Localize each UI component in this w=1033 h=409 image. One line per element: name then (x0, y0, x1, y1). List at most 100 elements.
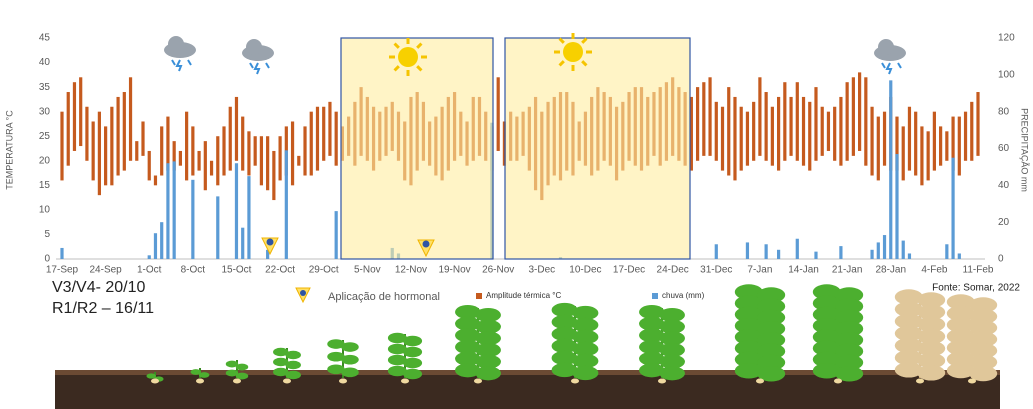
temperature-bar (135, 141, 138, 161)
rain-bar (908, 253, 911, 259)
temperature-bar (765, 92, 768, 161)
rain-bar (160, 222, 163, 259)
temperature-bar (771, 107, 774, 166)
temperature-bar (789, 97, 792, 156)
temperature-bar (864, 77, 867, 165)
rain-bar (902, 241, 905, 259)
plant-leaf (146, 373, 156, 378)
temperature-bar (733, 97, 736, 180)
stage-note: V3/V4- 20/10 (52, 279, 146, 296)
plant-leaf (572, 366, 598, 380)
temperature-bar (328, 102, 331, 156)
rain-bar (715, 244, 718, 259)
y-tick-label: 20 (39, 155, 51, 166)
temperature-bar (67, 92, 70, 166)
rain-bar (883, 235, 886, 259)
plant-seed (474, 379, 482, 384)
x-tick-label: 24-Sep (89, 265, 122, 276)
x-tick-label: 11-Feb (963, 265, 994, 276)
y-tick-label: 30 (39, 106, 51, 117)
rain-bar (235, 163, 238, 259)
plant-seed (571, 379, 579, 384)
temperature-bar (310, 112, 313, 176)
y2-tick-label: 20 (998, 217, 1010, 228)
temperature-bar (870, 107, 873, 176)
temperature-bar (110, 107, 113, 186)
temperature-bar (839, 97, 842, 166)
plant-leaf (341, 368, 359, 378)
temperature-bar (702, 82, 705, 156)
temperature-bar (758, 77, 761, 156)
temperature-bar (92, 121, 95, 180)
temperature-bar (222, 126, 225, 175)
rain-bar (870, 250, 873, 259)
temperature-bar (727, 87, 730, 175)
plant-leaf (285, 361, 301, 370)
rain-bar (335, 211, 338, 259)
rain-bar (958, 253, 961, 259)
rain-bar (945, 244, 948, 259)
rain-bar (877, 242, 880, 259)
x-tick-label: 17-Dec (613, 265, 645, 276)
highlight-period (341, 38, 493, 259)
x-tick-label: 4-Feb (921, 265, 948, 276)
temperature-bar (85, 107, 88, 161)
y2-tick-label: 120 (998, 33, 1015, 44)
cloud-icon (242, 39, 274, 74)
temperature-bar (235, 97, 238, 161)
temperature-bar (322, 107, 325, 161)
temperature-bar (696, 87, 699, 161)
temperature-bar (297, 156, 300, 166)
temperature-bar (808, 102, 811, 171)
plant-leaf (341, 355, 359, 365)
plant-seed (968, 379, 976, 384)
sun-icon (554, 33, 592, 71)
rain-bar (285, 150, 288, 259)
x-tick-label: 3-Dec (528, 265, 555, 276)
temperature-bar (316, 107, 319, 171)
x-tick-label: 8-Oct (181, 265, 206, 276)
temperature-bar (73, 82, 76, 151)
y2-tick-label: 60 (998, 143, 1010, 154)
rain-bar (777, 250, 780, 259)
temperature-bar (185, 112, 188, 181)
temperature-bar (877, 117, 880, 181)
rain-bar (247, 176, 250, 259)
plant-seed (756, 379, 764, 384)
temperature-bar (204, 141, 207, 190)
legend-label: Aplicação de hormonal (328, 291, 440, 303)
rain-bar (216, 196, 219, 259)
temperature-bar (247, 131, 250, 175)
rain-bar (895, 154, 898, 259)
rain-bar (148, 255, 151, 259)
temperature-bar (191, 126, 194, 175)
legend-swatch (476, 293, 482, 299)
plant-seed (233, 379, 241, 384)
temperature-bar (740, 107, 743, 171)
plant-leaf (285, 351, 301, 360)
legend-swatch (652, 293, 658, 299)
plant-leaf (403, 369, 422, 379)
temperature-bar (883, 112, 886, 166)
rain-bar (166, 163, 169, 259)
rain-bar (765, 244, 768, 259)
temperature-bar (920, 126, 923, 185)
chart: TEMPERATURA °C PRECIPITAÇÃO mm V3/V4- 20… (0, 0, 1033, 409)
temperature-bar (154, 176, 157, 186)
x-tick-label: 28-Jan (875, 265, 906, 276)
y-tick-label: 35 (39, 82, 51, 93)
temperature-bar (266, 136, 269, 190)
temperature-bar (141, 121, 144, 155)
plant-leaf (403, 336, 422, 346)
x-tick-label: 24-Dec (657, 265, 689, 276)
temperature-bar (945, 131, 948, 160)
temperature-bar (927, 131, 930, 180)
temperature-bar (166, 117, 169, 171)
hormone-icon (262, 238, 278, 254)
x-tick-label: 7-Jan (747, 265, 772, 276)
rain-bar (746, 242, 749, 259)
temperature-bar (278, 136, 281, 180)
rain-bar (796, 239, 799, 259)
x-tick-label: 22-Oct (265, 265, 295, 276)
plant-leaf (403, 358, 422, 368)
